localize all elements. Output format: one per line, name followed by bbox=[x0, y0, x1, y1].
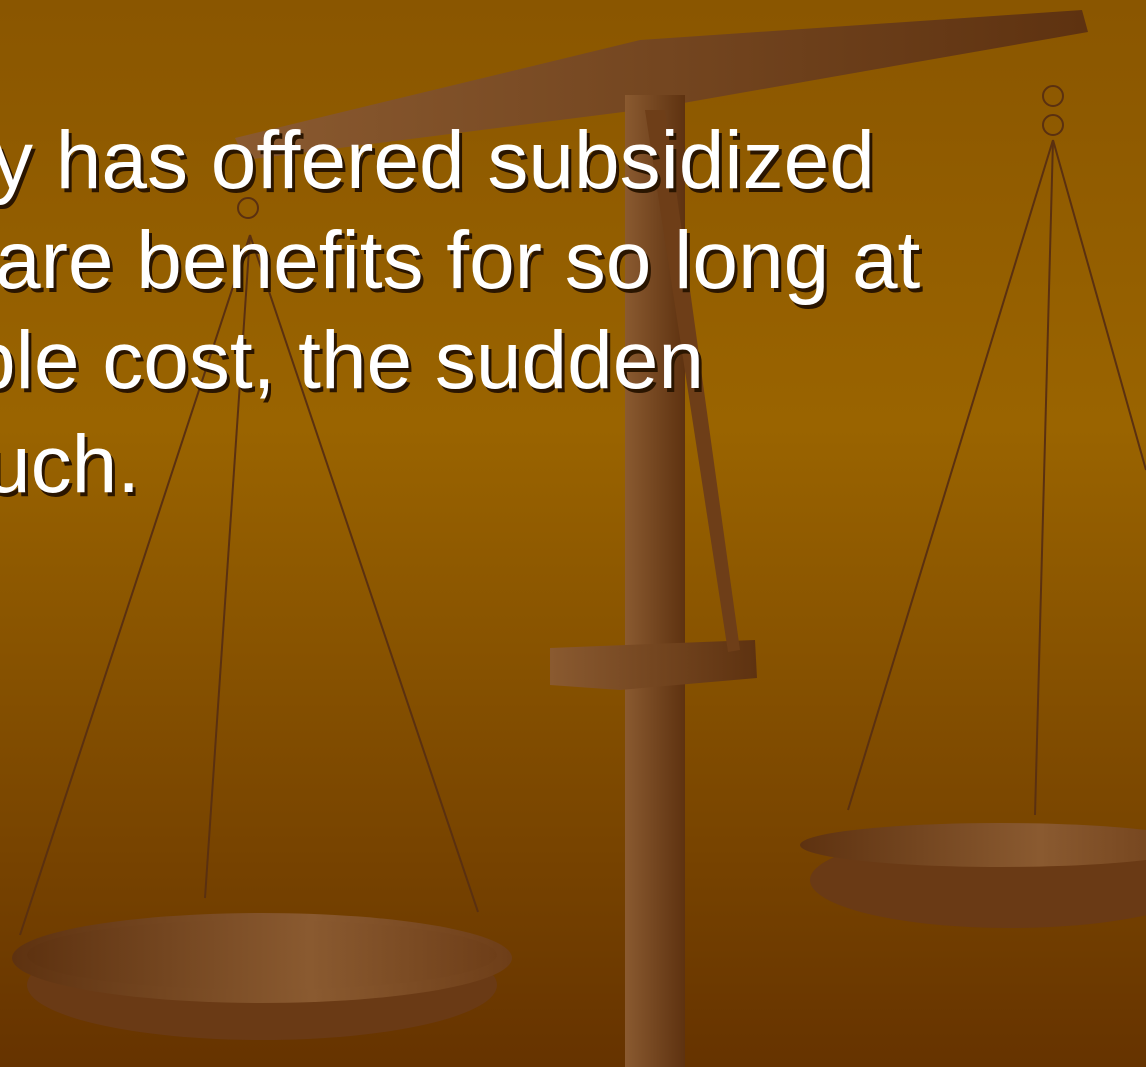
text-line: y has offered subsidized bbox=[0, 115, 875, 206]
text-line: are benefits for so long at bbox=[0, 215, 921, 306]
text-line: ble cost, the sudden bbox=[0, 315, 704, 406]
page: y has offered subsidized y has offered s… bbox=[0, 0, 1146, 1067]
slide: y has offered subsidized y has offered s… bbox=[0, 0, 1146, 1067]
text-line: uch. bbox=[0, 419, 140, 510]
